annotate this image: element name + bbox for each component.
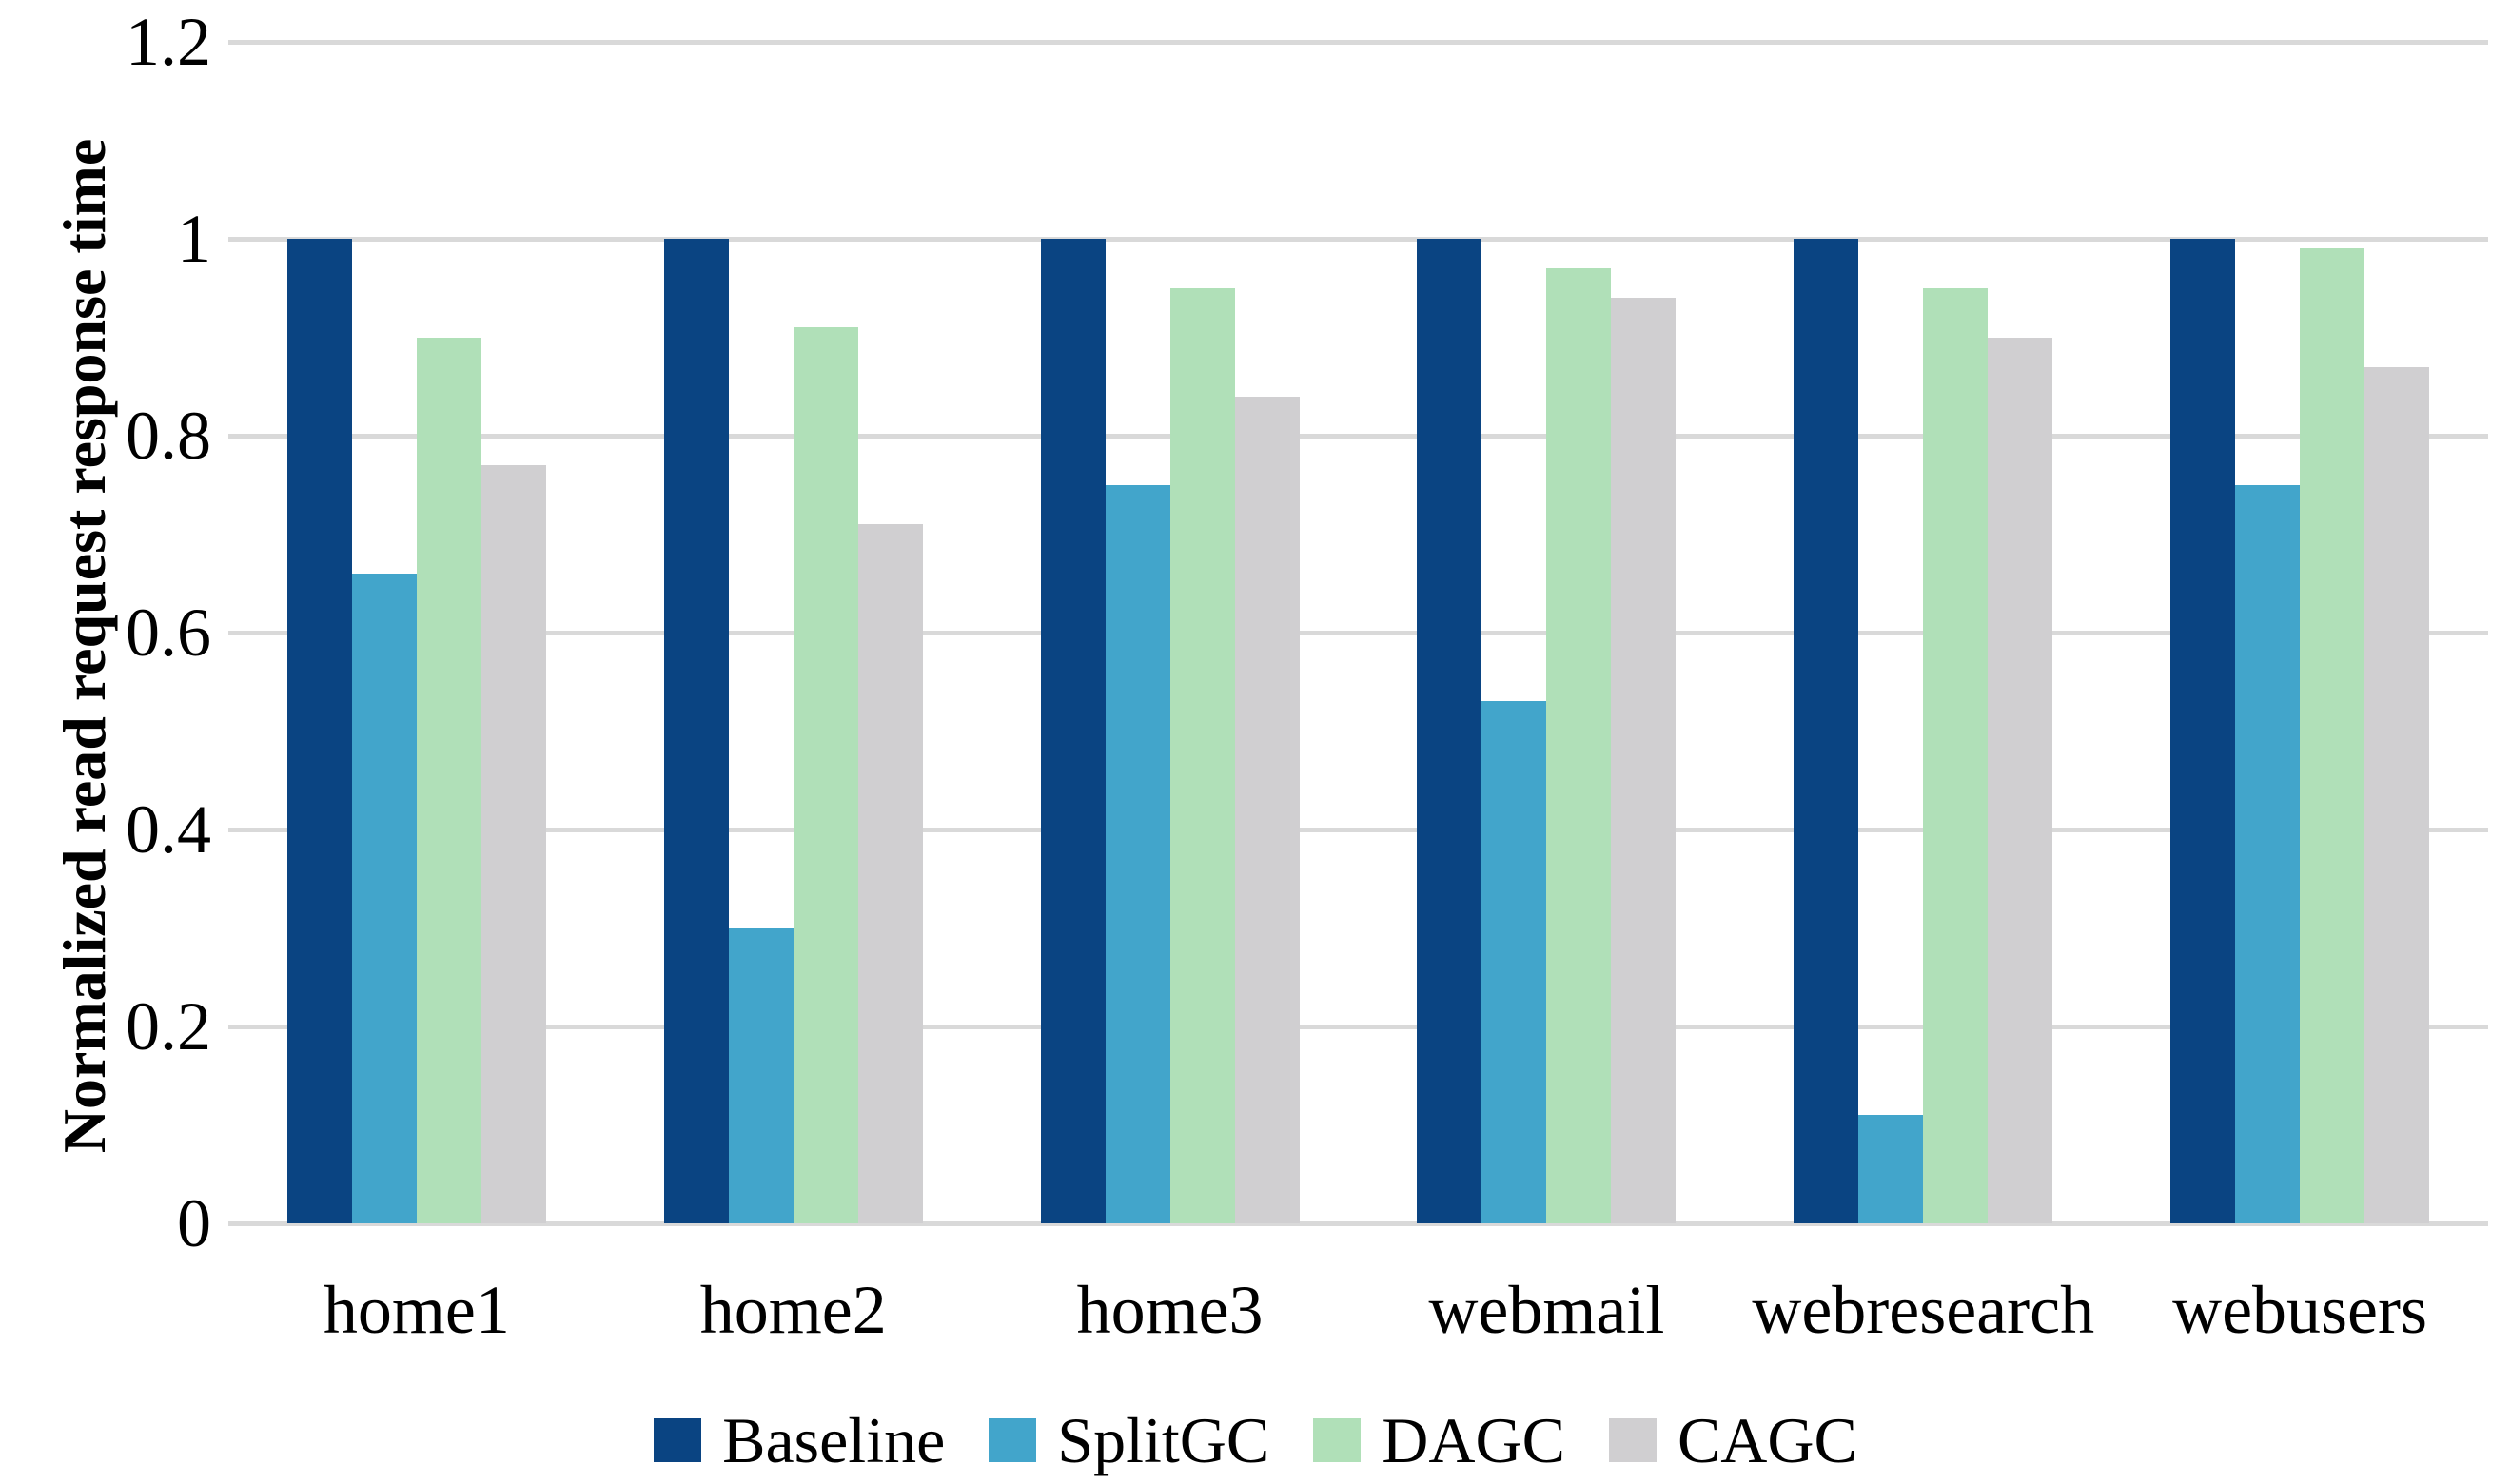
- bar-home1-CAGC: [481, 465, 546, 1223]
- gridline-y-0.2: [228, 1025, 2488, 1029]
- bar-home2-DAGC: [793, 327, 858, 1223]
- bar-webresearch-DAGC: [1923, 287, 1989, 1223]
- category-label-home2: home2: [699, 1272, 887, 1348]
- bar-webusers-CAGC: [2364, 366, 2430, 1223]
- y-tick-label-0.8: 0.8: [126, 398, 211, 474]
- bar-webresearch-SplitGC: [1858, 1115, 1924, 1223]
- bar-webmail-CAGC: [1611, 298, 1677, 1223]
- bar-groups-container: [228, 42, 2488, 1223]
- bar-home3-CAGC: [1234, 396, 1300, 1223]
- gridline-y-1: [228, 237, 2488, 242]
- bar-group-home3: [982, 42, 1359, 1223]
- legend-label-SplitGC: SplitGC: [1057, 1403, 1270, 1476]
- bar-webresearch-CAGC: [1988, 337, 2053, 1223]
- legend-swatch-CAGC: [1608, 1418, 1657, 1462]
- bar-webmail-SplitGC: [1481, 701, 1547, 1223]
- gridline-y-0.6: [228, 631, 2488, 635]
- legend-label-Baseline: Baseline: [722, 1403, 946, 1476]
- legend-item-SplitGC: SplitGC: [989, 1403, 1269, 1478]
- bar-home2-Baseline: [663, 239, 729, 1223]
- bar-webmail-Baseline: [1417, 239, 1482, 1223]
- bar-home1-SplitGC: [351, 573, 417, 1223]
- bar-home2-SplitGC: [728, 928, 794, 1223]
- bar-webusers-SplitGC: [2235, 484, 2301, 1223]
- legend-label-DAGC: DAGC: [1382, 1403, 1565, 1476]
- y-tick-label-0: 0: [177, 1185, 211, 1261]
- legend-item-CAGC: CAGC: [1608, 1403, 1857, 1478]
- legend-item-DAGC: DAGC: [1313, 1403, 1565, 1478]
- category-label-webmail: webmail: [1428, 1272, 1665, 1348]
- legend: Baseline SplitGC DAGC CAGC: [0, 1387, 2511, 1484]
- bar-group-webmail: [1358, 42, 1735, 1223]
- category-label-home1: home1: [323, 1272, 510, 1348]
- bar-webusers-DAGC: [2300, 248, 2365, 1223]
- bar-group-webusers: [2111, 42, 2488, 1223]
- gridline-y-0.4: [228, 828, 2488, 832]
- bar-home2-CAGC: [857, 524, 923, 1223]
- x-axis-category-labels: home1 home2 home3 webmail webresearch webuser…: [228, 1258, 2488, 1362]
- y-tick-label-0.4: 0.4: [126, 791, 211, 868]
- legend-swatch-SplitGC: [989, 1418, 1037, 1462]
- legend-label-CAGC: CAGC: [1677, 1403, 1857, 1476]
- plot-area: [228, 40, 2488, 1226]
- category-label-home3: home3: [1076, 1272, 1264, 1348]
- bar-home3-DAGC: [1169, 287, 1235, 1223]
- bar-group-home2: [605, 42, 982, 1223]
- y-tick-label-0.2: 0.2: [126, 988, 211, 1064]
- bar-home3-Baseline: [1040, 239, 1106, 1223]
- bar-home1-Baseline: [286, 239, 352, 1223]
- y-tick-label-1.2: 1.2: [126, 4, 211, 80]
- legend-item-Baseline: Baseline: [654, 1403, 945, 1478]
- y-tick-label-0.6: 0.6: [126, 595, 211, 671]
- bar-webmail-DAGC: [1546, 268, 1612, 1223]
- gridline-y-0.8: [228, 434, 2488, 439]
- gridline-y-0: [228, 1221, 2488, 1226]
- category-label-webresearch: webresearch: [1752, 1272, 2095, 1348]
- gridline-y-1.2: [228, 40, 2488, 45]
- bar-webusers-Baseline: [2170, 239, 2236, 1223]
- bar-webresearch-Baseline: [1794, 239, 1859, 1223]
- bar-home3-SplitGC: [1105, 484, 1170, 1223]
- legend-swatch-Baseline: [654, 1418, 702, 1462]
- bar-group-home1: [228, 42, 605, 1223]
- y-tick-label-1: 1: [177, 201, 211, 277]
- bar-group-webresearch: [1735, 42, 2111, 1223]
- category-label-webusers: webusers: [2172, 1272, 2428, 1348]
- bar-home1-DAGC: [416, 337, 481, 1223]
- legend-swatch-DAGC: [1313, 1418, 1362, 1462]
